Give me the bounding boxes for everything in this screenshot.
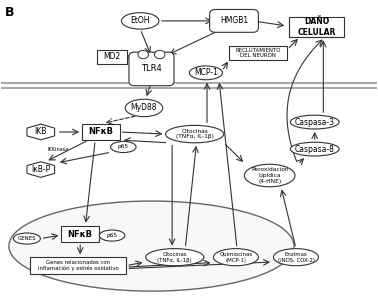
Text: p65: p65	[118, 145, 129, 149]
FancyBboxPatch shape	[97, 50, 127, 64]
Text: p65: p65	[107, 233, 118, 238]
Text: MD2: MD2	[104, 52, 121, 62]
FancyBboxPatch shape	[129, 52, 174, 86]
Text: RECLUTAMIENTO
DEL NEURÓN: RECLUTAMIENTO DEL NEURÓN	[235, 48, 281, 58]
Text: TLR4: TLR4	[141, 65, 162, 73]
Text: Citocinas
(TNFα, IL-1β): Citocinas (TNFα, IL-1β)	[157, 252, 192, 263]
Ellipse shape	[290, 115, 339, 129]
Ellipse shape	[189, 66, 222, 80]
Text: EtOH: EtOH	[130, 16, 150, 25]
Ellipse shape	[13, 233, 40, 244]
Text: Enzimas
(iNOS, COX-2): Enzimas (iNOS, COX-2)	[277, 252, 314, 263]
FancyBboxPatch shape	[61, 226, 99, 242]
Ellipse shape	[273, 249, 318, 266]
Text: Quimiocinas
(MCP-1): Quimiocinas (MCP-1)	[219, 252, 253, 263]
Text: B: B	[5, 6, 15, 19]
Ellipse shape	[214, 249, 259, 266]
FancyBboxPatch shape	[290, 17, 344, 37]
Ellipse shape	[125, 99, 163, 117]
Text: IκB-P: IκB-P	[31, 165, 50, 174]
Ellipse shape	[121, 13, 159, 29]
Polygon shape	[27, 162, 54, 177]
FancyBboxPatch shape	[210, 9, 259, 32]
Text: IKB: IKB	[35, 128, 47, 136]
FancyBboxPatch shape	[82, 124, 119, 140]
Text: DAÑO
CELULAR: DAÑO CELULAR	[297, 17, 336, 37]
Circle shape	[155, 50, 165, 59]
Text: GENES: GENES	[18, 236, 36, 241]
Ellipse shape	[99, 230, 125, 241]
Ellipse shape	[166, 125, 224, 143]
Polygon shape	[27, 124, 54, 140]
Text: NFκB: NFκB	[88, 128, 113, 136]
Text: HMGB1: HMGB1	[220, 16, 248, 25]
Text: Citocinas
(TNFα, IL-1β): Citocinas (TNFα, IL-1β)	[176, 129, 214, 139]
Text: NFκB: NFκB	[68, 230, 93, 238]
FancyBboxPatch shape	[229, 46, 288, 60]
Text: MCP-1: MCP-1	[194, 68, 218, 77]
Text: Caspasa-8: Caspasa-8	[295, 145, 335, 154]
Text: Caspasa-3: Caspasa-3	[295, 118, 335, 127]
Ellipse shape	[146, 249, 204, 266]
Ellipse shape	[244, 164, 295, 187]
Ellipse shape	[290, 142, 339, 156]
Text: Genes relacionados con
inflamación y estrés oxidativo: Genes relacionados con inflamación y est…	[38, 260, 119, 271]
Ellipse shape	[9, 201, 294, 291]
FancyBboxPatch shape	[31, 258, 126, 274]
Text: IKKinasa: IKKinasa	[48, 147, 69, 152]
Circle shape	[138, 50, 149, 59]
Text: MyD88: MyD88	[131, 103, 157, 112]
Ellipse shape	[111, 142, 136, 152]
Text: Peroxidación
Lipídica
(4-HNE): Peroxidación Lipídica (4-HNE)	[251, 167, 288, 184]
